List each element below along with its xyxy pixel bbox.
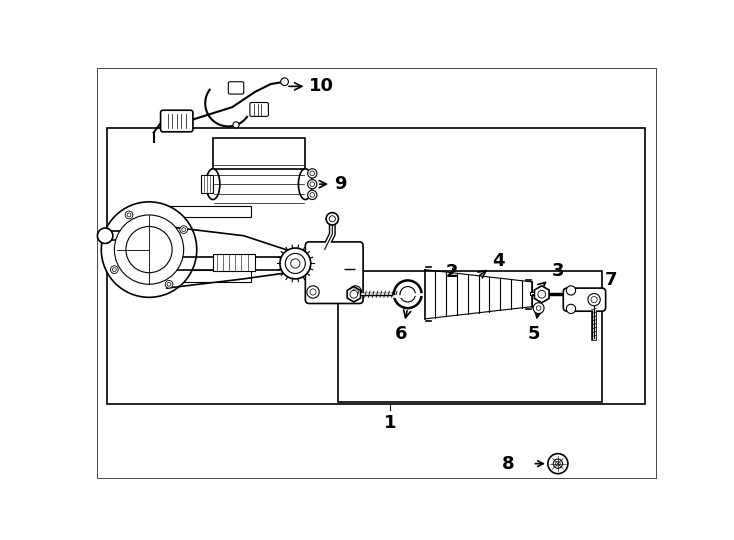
Ellipse shape <box>206 169 220 200</box>
Text: 3: 3 <box>538 262 564 290</box>
Circle shape <box>310 182 315 186</box>
Circle shape <box>111 266 118 273</box>
Circle shape <box>126 226 172 273</box>
Circle shape <box>280 78 288 86</box>
Circle shape <box>180 226 188 233</box>
Ellipse shape <box>299 169 312 200</box>
Text: 7: 7 <box>593 271 617 296</box>
Circle shape <box>538 291 545 298</box>
Text: 4: 4 <box>478 252 505 278</box>
Circle shape <box>310 289 316 295</box>
Text: 2: 2 <box>446 264 458 281</box>
Polygon shape <box>534 286 549 303</box>
Circle shape <box>280 248 310 279</box>
Text: 8: 8 <box>501 455 515 472</box>
Polygon shape <box>347 287 360 302</box>
Circle shape <box>308 179 317 189</box>
Text: 1: 1 <box>384 414 396 433</box>
Text: 9: 9 <box>319 175 346 193</box>
FancyBboxPatch shape <box>305 242 363 303</box>
Circle shape <box>349 286 362 298</box>
Circle shape <box>537 306 541 310</box>
Circle shape <box>112 268 116 272</box>
Bar <box>213 138 305 168</box>
Circle shape <box>310 171 315 176</box>
Bar <box>107 128 645 403</box>
Circle shape <box>308 190 317 200</box>
Circle shape <box>182 228 186 232</box>
Circle shape <box>556 461 560 466</box>
Circle shape <box>400 287 415 302</box>
Text: 6: 6 <box>396 310 410 343</box>
Circle shape <box>115 215 184 284</box>
Circle shape <box>352 289 358 295</box>
Circle shape <box>567 304 575 314</box>
Circle shape <box>291 259 300 268</box>
Circle shape <box>310 193 315 197</box>
Text: 5: 5 <box>528 310 542 343</box>
Circle shape <box>127 213 131 217</box>
Circle shape <box>101 202 197 298</box>
FancyBboxPatch shape <box>250 103 269 117</box>
Bar <box>105 231 136 240</box>
Circle shape <box>548 454 568 474</box>
Circle shape <box>98 228 113 244</box>
Bar <box>338 271 602 402</box>
Bar <box>213 254 255 271</box>
Bar <box>201 175 213 193</box>
FancyBboxPatch shape <box>563 288 606 311</box>
Circle shape <box>330 215 335 222</box>
Text: 10: 10 <box>289 77 334 96</box>
Circle shape <box>350 291 357 298</box>
Circle shape <box>567 286 575 295</box>
FancyBboxPatch shape <box>228 82 244 94</box>
Circle shape <box>165 280 173 288</box>
Circle shape <box>286 253 305 273</box>
Circle shape <box>588 293 600 306</box>
Circle shape <box>591 296 597 303</box>
Circle shape <box>394 280 421 308</box>
Circle shape <box>126 211 133 219</box>
Circle shape <box>167 282 171 286</box>
Circle shape <box>553 459 562 468</box>
Bar <box>132 271 252 282</box>
FancyBboxPatch shape <box>161 110 193 132</box>
Circle shape <box>534 303 544 314</box>
Circle shape <box>308 168 317 178</box>
Bar <box>132 206 252 217</box>
Circle shape <box>307 286 319 298</box>
Circle shape <box>233 122 239 128</box>
Circle shape <box>326 213 338 225</box>
